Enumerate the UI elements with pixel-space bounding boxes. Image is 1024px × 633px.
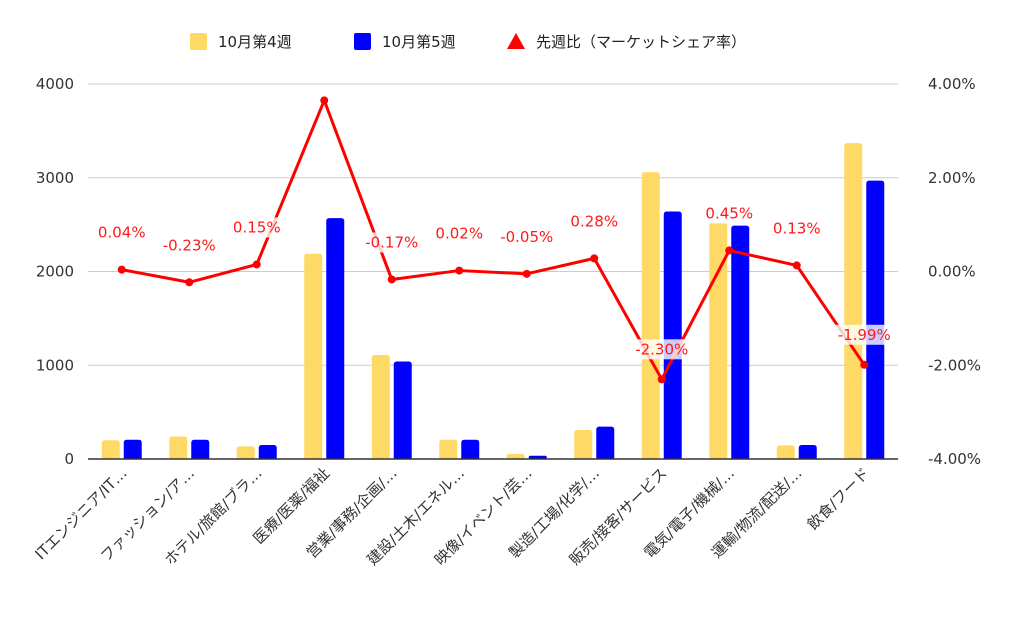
bar-week5 xyxy=(663,211,682,459)
y-left-tick-label: 2000 xyxy=(36,263,74,281)
y-left-tick-label: 4000 xyxy=(36,75,74,93)
data-label-bg xyxy=(630,339,693,360)
data-label-bg xyxy=(770,218,824,239)
share-data-label: 0.02% xyxy=(435,225,483,243)
legend: 10月第4週 10月第5週 先週比（マーケットシェア率） xyxy=(190,33,746,51)
data-label-bg xyxy=(360,232,423,253)
legend-label: 10月第4週 xyxy=(218,33,292,51)
bar-week5 xyxy=(528,455,547,459)
share-line-path xyxy=(121,98,866,381)
data-label-bg xyxy=(158,235,221,256)
axes: 0 1000 2000 3000 4000 -4.00% -2.00% 0.00% 2.00% 4… xyxy=(31,75,981,569)
bar-week4 xyxy=(506,453,525,459)
bar-week5 xyxy=(731,225,750,459)
share-data-label: -1.99% xyxy=(838,326,891,344)
y-right-tick-label: 2.00% xyxy=(928,169,976,187)
bar-week5 xyxy=(258,444,277,459)
y-left-tick-label: 3000 xyxy=(36,169,74,187)
data-label-bg xyxy=(495,226,558,247)
share-data-label: -0.05% xyxy=(500,228,553,246)
share-line-point xyxy=(455,266,464,275)
data-label-bg xyxy=(702,203,756,224)
bar-week4 xyxy=(236,446,255,459)
share-data-label: 0.28% xyxy=(570,212,618,230)
share-data-label: 0.04% xyxy=(98,224,146,242)
bar-week4 xyxy=(574,429,593,459)
share-line-point xyxy=(522,269,531,278)
bar-week4 xyxy=(371,354,390,459)
share-line-point xyxy=(117,265,126,274)
legend-label: 10月第5週 xyxy=(382,33,456,51)
bar-week5 xyxy=(393,361,412,459)
bar-week4 xyxy=(844,143,863,459)
bar-week4 xyxy=(304,253,323,459)
legend-swatch xyxy=(190,33,207,50)
data-label-bg xyxy=(567,211,621,232)
bar-week5 xyxy=(866,180,885,459)
share-line-point xyxy=(252,260,261,269)
legend-triangle-icon xyxy=(507,33,525,49)
gridlines xyxy=(88,83,898,366)
data-label-bg xyxy=(230,217,284,238)
legend-label: 先週比（マーケットシェア率） xyxy=(536,33,746,51)
share-data-label: -0.17% xyxy=(365,233,418,251)
bars xyxy=(101,143,885,459)
bar-week4 xyxy=(101,440,120,459)
bar-week5 xyxy=(123,439,142,459)
share-line-point xyxy=(657,375,666,384)
bar-week5 xyxy=(326,218,345,459)
share-line-point xyxy=(792,261,801,270)
share-line-point xyxy=(185,278,194,287)
bar-week5 xyxy=(798,444,817,459)
y-left-tick-label: 1000 xyxy=(36,356,74,374)
bar-week4 xyxy=(169,436,188,459)
bar-week4 xyxy=(439,439,458,459)
category-label: 飲食/フード xyxy=(804,464,873,533)
y-right-tick-label: -4.00% xyxy=(928,450,981,468)
share-data-label: 0.13% xyxy=(773,219,821,237)
bar-week5 xyxy=(461,439,480,459)
data-label-bg xyxy=(432,223,486,244)
y-right-tick-label: 4.00% xyxy=(928,75,976,93)
data-labels: 0.04% -0.23% 0.15% -0.17% 0.02% -0.05% 0.28% -2… xyxy=(95,203,896,360)
share-data-label: -0.23% xyxy=(163,236,216,254)
share-data-label: 0.15% xyxy=(233,218,281,236)
bar-week4 xyxy=(641,172,660,459)
share-line-point xyxy=(387,275,396,284)
bar-week5 xyxy=(596,426,615,459)
bar-week5 xyxy=(191,439,210,459)
share-line-point xyxy=(860,360,869,369)
share-line-point xyxy=(725,246,734,255)
share-line-point xyxy=(320,96,329,105)
y-right-tick-label: -2.00% xyxy=(928,356,981,374)
data-label-bg xyxy=(95,222,149,243)
bar-week4 xyxy=(776,445,795,459)
data-label-bg xyxy=(833,324,896,345)
share-data-label: 0.45% xyxy=(705,204,753,222)
share-line-point xyxy=(590,254,599,263)
share-line xyxy=(117,96,869,384)
legend-swatch xyxy=(354,33,371,50)
share-data-label: -2.30% xyxy=(635,340,688,358)
y-left-tick-label: 0 xyxy=(64,450,74,468)
y-right-tick-label: 0.00% xyxy=(928,263,976,281)
